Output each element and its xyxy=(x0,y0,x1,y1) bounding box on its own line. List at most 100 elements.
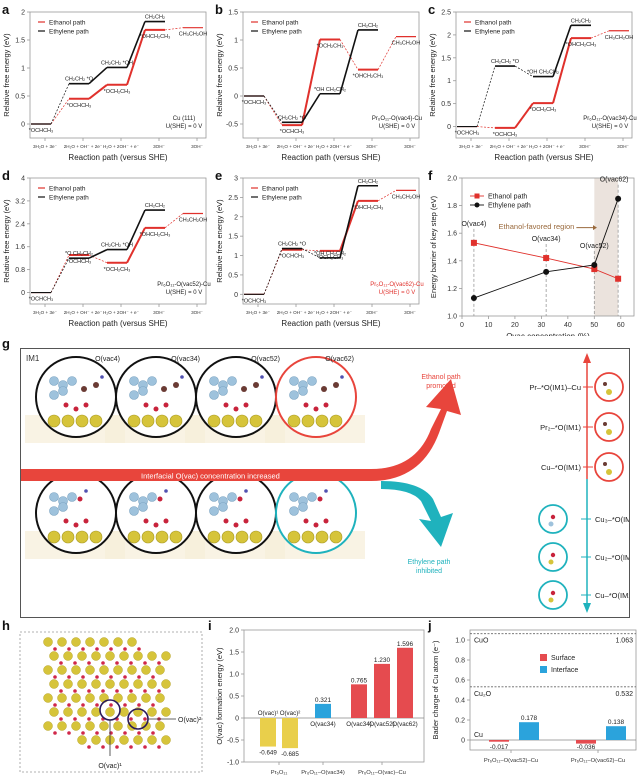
pr-atom xyxy=(119,651,129,661)
pr-atom xyxy=(329,530,343,544)
o-atom xyxy=(73,689,77,693)
y-tick-label: 2.0 xyxy=(229,628,239,635)
interface-bar xyxy=(519,722,539,740)
y-tick-label: 0 xyxy=(234,94,238,101)
chart-e: 0 0.5 1 1.5 2 2.5 3 3H₂O + 3e⁻ 2H₂O + OH⁻ + 2e⁻ H… xyxy=(215,176,424,329)
y-axis-label: Bader charge of Cu atom (e⁻) xyxy=(431,640,440,740)
pr-atom xyxy=(71,693,81,703)
ethylene-text-1: Ethylene path xyxy=(408,559,451,566)
x-tick-label: 2H₂O + OH⁻ + 2e⁻ xyxy=(277,144,316,149)
pr-atom xyxy=(221,530,235,544)
ethanol-point xyxy=(470,239,477,246)
pr-atom xyxy=(105,679,115,689)
state-label: *OCHCH₃ xyxy=(242,100,267,106)
cu-atom xyxy=(129,492,139,502)
h-atom xyxy=(84,489,88,493)
legend-label: Ethanol path xyxy=(475,20,512,27)
x-tick-label: 50 xyxy=(590,322,598,329)
c-atom xyxy=(173,382,179,388)
pr-atom xyxy=(155,693,165,703)
legend-label: Ethanol path xyxy=(49,20,86,27)
im1-site-label: Cu–*O(IM1) xyxy=(541,463,582,472)
ovac-label: O(vac62) xyxy=(325,356,354,363)
y-tick-label: 0 xyxy=(447,124,451,131)
pr-atom xyxy=(606,389,612,395)
o-atom xyxy=(73,522,79,528)
chart-b: -0.5 0 0.5 1 1.5 3H₂O + 3e⁻ 2H₂O + OH⁻ + 2e⁻ H₂… xyxy=(215,10,422,163)
pr-atom xyxy=(133,651,143,661)
cu-atom xyxy=(307,376,317,386)
legend-label: Ethylene path xyxy=(262,195,302,202)
pr-atom xyxy=(315,530,329,544)
y-tick-label: -0.5 xyxy=(227,738,239,745)
o-atom xyxy=(77,496,83,502)
o-atom xyxy=(153,522,159,528)
state-label: *OCHCH₃ xyxy=(67,103,92,109)
o-atom xyxy=(67,647,71,651)
condition-annotation: Cu (111) xyxy=(173,116,195,122)
legend-swatch xyxy=(540,654,547,661)
chart-d: 0 0.8 1.6 2.4 3.2 4 3H₂O + 3e⁻ 2H₂O + OH⁻ + 2e⁻… xyxy=(2,176,211,329)
pr-atom xyxy=(91,735,101,745)
pr-atom xyxy=(91,707,101,717)
state-label: *O CH₂CH₂ xyxy=(65,251,93,257)
pr-atom xyxy=(77,735,87,745)
y-tick-label: 1.5 xyxy=(15,38,25,45)
x-tick-label: 40 xyxy=(564,322,572,329)
o-atom xyxy=(95,647,99,651)
condition-annotation: U(SHE) = 0 V xyxy=(379,124,416,130)
transition-line xyxy=(88,84,108,100)
group-label: Pr₆O₁₁–O(vac)–Cu xyxy=(358,770,406,776)
cu-atom xyxy=(218,502,228,512)
state-label: *OH CH₂CH₂ xyxy=(527,70,559,76)
bar-value-label: 1.596 xyxy=(397,641,414,648)
pr-atom xyxy=(61,414,75,428)
x-tick-label: 60 xyxy=(617,322,625,329)
shaded-region xyxy=(594,178,619,316)
pr-atom xyxy=(49,707,59,717)
y-tick-label: 1.5 xyxy=(229,650,239,657)
plot-frame xyxy=(469,629,637,751)
state-label: *OHCH₂CH₃ xyxy=(353,74,384,80)
plot-frame xyxy=(461,177,635,317)
c-atom xyxy=(93,382,99,388)
y-axis-label: Relative free energy (eV) xyxy=(215,199,224,283)
pr-atom xyxy=(77,679,87,689)
x-axis-label: Ovac concentration (%) xyxy=(506,332,590,336)
x-tick-label: 3H₂O + 3e⁻ xyxy=(246,144,271,149)
x-tick-label: H₂O + 2OH⁻ + e⁻ xyxy=(316,310,353,315)
x-tick-label: H₂O + 2OH⁻ + e⁻ xyxy=(529,144,566,149)
y-tick-label: 0 xyxy=(21,122,25,129)
o-atom xyxy=(137,675,141,679)
pr-atom xyxy=(57,721,67,731)
legend-label: Ethylene path xyxy=(475,29,515,36)
y-tick-label: -0.5 xyxy=(226,122,238,129)
y-tick-label: 0.8 xyxy=(455,658,465,665)
pr-atom xyxy=(606,469,612,475)
x-tick-label: 2H₂O + OH⁻ + 2e⁻ xyxy=(64,310,103,315)
legend-label: Ethanol path xyxy=(262,186,299,193)
pr-atom xyxy=(47,530,61,544)
ethanol-series: *OCHCH₃ *OCHCH₃ *OCH₂CH₃ *OHCH₂CH₃ CH₃CH₂OH xyxy=(29,27,207,134)
o-atom xyxy=(323,402,329,408)
bar-category-label: O(vac52) xyxy=(369,721,394,728)
category-label: Pr₆O₁₁–O(vac62)–Cu xyxy=(571,758,625,764)
x-tick-label: 3H₂O + 3e⁻ xyxy=(246,310,271,315)
o-atom xyxy=(550,514,556,520)
y-tick-label: 0.8 xyxy=(15,267,25,274)
cu-atom xyxy=(147,376,157,386)
x-tick-label: 2H₂O + OH⁻ + 2e⁻ xyxy=(277,310,316,315)
y-tick-label: 0.4 xyxy=(455,698,465,705)
bar-value-label: 0.765 xyxy=(351,677,368,684)
cu-atom xyxy=(289,506,299,516)
o-atom xyxy=(163,402,169,408)
pr-atom xyxy=(63,651,73,661)
plot-frame xyxy=(455,11,633,139)
o-atom xyxy=(109,675,113,679)
condition-annotation: Pr₆O₁₁-O(vac52)-Cu xyxy=(157,282,210,288)
y-tick-label: 1.0 xyxy=(229,672,239,679)
state-label: CH₃CH₂OH xyxy=(605,35,634,41)
pr-atom xyxy=(287,530,301,544)
cu-atom xyxy=(227,376,237,386)
y-axis-label: O(vac) formation energy (eV) xyxy=(215,647,224,745)
